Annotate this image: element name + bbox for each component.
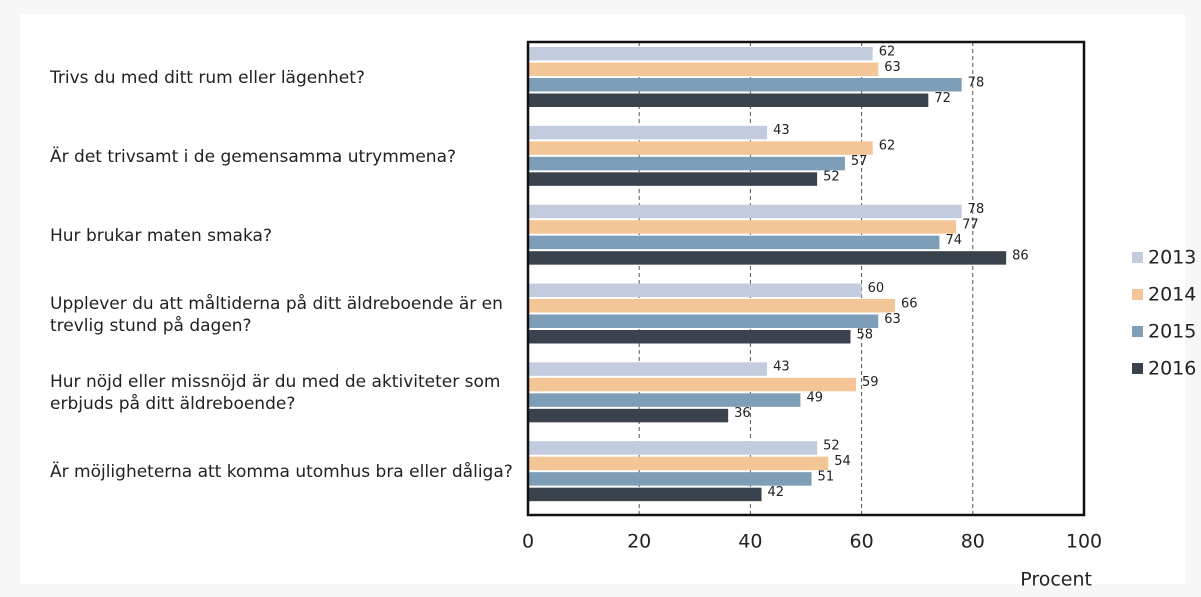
bar — [528, 393, 801, 407]
bar — [528, 330, 851, 344]
data-label: 62 — [879, 44, 896, 59]
bar — [528, 314, 879, 328]
category-label: Hur nöjd eller missnöjd är du med de akt… — [50, 372, 501, 415]
legend-label: 2015 — [1148, 321, 1196, 343]
bar — [528, 235, 940, 250]
data-label: 43 — [773, 360, 790, 375]
data-label: 52 — [823, 438, 840, 453]
data-label: 57 — [851, 154, 868, 169]
bar — [528, 93, 929, 107]
x-tick-label: 60 — [850, 531, 874, 553]
x-tick-label: 40 — [738, 531, 762, 553]
data-label: 62 — [879, 139, 896, 154]
data-label: 49 — [806, 391, 823, 406]
data-label: 42 — [768, 485, 785, 500]
legend-swatch — [1132, 363, 1143, 374]
bar — [528, 299, 895, 313]
bar — [528, 125, 768, 140]
data-label: 51 — [818, 469, 835, 484]
legend-swatch — [1132, 252, 1143, 263]
legend-swatch — [1132, 326, 1143, 337]
data-label: 78 — [968, 202, 985, 217]
data-label: 59 — [862, 375, 879, 390]
data-label: 36 — [734, 406, 751, 421]
bar — [528, 172, 818, 186]
data-label: 43 — [773, 123, 790, 138]
legend-label: 2013 — [1148, 247, 1196, 269]
data-label: 72 — [934, 91, 951, 106]
data-label: 54 — [834, 454, 851, 469]
bar — [528, 141, 873, 155]
legend-label: 2014 — [1148, 284, 1196, 306]
legend-swatch — [1132, 289, 1143, 300]
bar — [528, 408, 729, 423]
bar — [528, 47, 873, 61]
bar — [528, 78, 962, 92]
data-label: 58 — [856, 327, 873, 342]
bar — [528, 487, 762, 502]
legend-label: 2016 — [1148, 358, 1196, 380]
data-label: 66 — [901, 296, 918, 311]
category-label: Trivs du med ditt rum eller lägenhet? — [50, 68, 365, 88]
bar — [528, 283, 862, 297]
x-axis-label: Procent — [1020, 569, 1092, 591]
x-tick-label: 80 — [961, 531, 985, 553]
data-label: 86 — [1012, 248, 1029, 263]
category-label: Är möjligheterna att komma utomhus bra e… — [50, 462, 513, 483]
data-label: 52 — [823, 170, 840, 185]
category-label: Upplever du att måltiderna på ditt äldre… — [50, 293, 503, 336]
bar — [528, 377, 857, 392]
x-tick-label: 0 — [522, 531, 534, 553]
bar — [528, 362, 768, 376]
data-label: 77 — [962, 217, 979, 232]
bar — [528, 472, 812, 486]
data-label: 63 — [884, 312, 901, 327]
bar — [528, 220, 957, 234]
plot-frame — [526, 40, 1086, 517]
bar — [528, 441, 818, 455]
x-tick-label: 20 — [627, 531, 651, 553]
data-label: 78 — [968, 75, 985, 90]
bar — [528, 62, 879, 76]
bar — [528, 251, 1007, 265]
bar — [528, 156, 845, 171]
data-label: 63 — [884, 60, 901, 75]
bar — [528, 204, 962, 219]
data-label: 60 — [868, 281, 885, 296]
category-label: Hur brukar maten smaka? — [50, 225, 272, 246]
category-label: Är det trivsamt i de gemensamma utrymmen… — [50, 146, 457, 167]
bar — [528, 456, 829, 471]
x-tick-label: 100 — [1066, 531, 1102, 553]
data-label: 74 — [945, 233, 962, 248]
